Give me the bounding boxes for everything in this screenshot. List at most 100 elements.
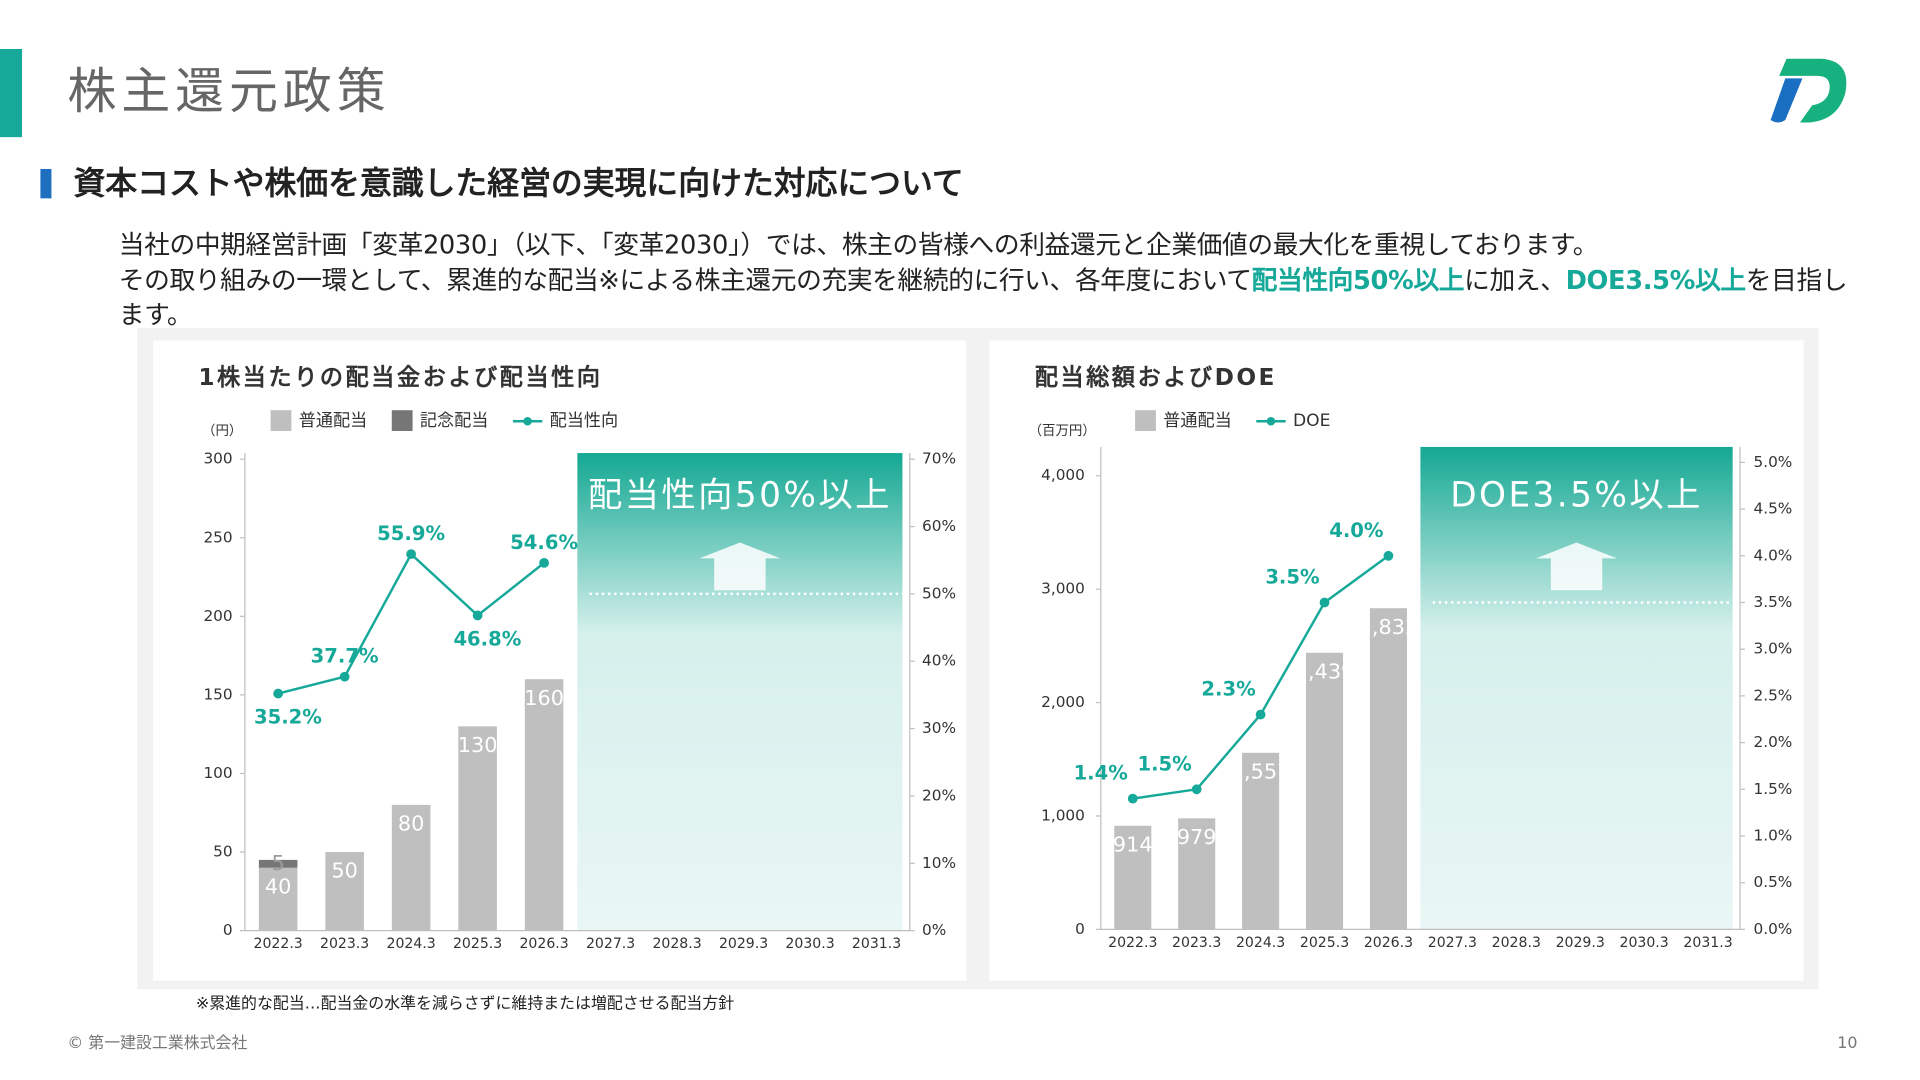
bar xyxy=(1305,652,1344,930)
y-tick-label: 0 xyxy=(223,921,233,939)
y2-tick-label: 20% xyxy=(922,786,956,804)
goal-arrow xyxy=(1536,542,1617,591)
bar xyxy=(1114,825,1152,930)
line-value-label: 3.5% xyxy=(1265,566,1319,589)
page-number: 10 xyxy=(1837,1033,1857,1052)
x-tick-label: 2027.3 xyxy=(586,936,635,952)
bar-value-label: 50 xyxy=(331,859,357,883)
subtitle-marker xyxy=(40,168,52,199)
y2-tick-label: 0% xyxy=(922,921,946,939)
x-tick-label: 2026.3 xyxy=(519,936,568,952)
paragraph: 当社の中期経営計画「変革2030」（以下、「変革2030」）では、株主の皆様への… xyxy=(119,228,1864,263)
line-marker xyxy=(1191,784,1202,795)
legend-label: 普通配当 xyxy=(299,411,367,431)
goal-region xyxy=(1420,446,1733,930)
bar-value-label: 914 xyxy=(1113,832,1153,856)
body-text: 当社の中期経営計画「変革2030」（以下、「変革2030」）では、株主の皆様への… xyxy=(119,228,1864,333)
y-tick-label: 50 xyxy=(213,843,232,861)
bar xyxy=(1369,608,1407,930)
line-value-label: 1.4% xyxy=(1074,762,1128,785)
body-text-segment: 当社の中期経営計画「変革2030」（以下、「変革2030」）では、株主の皆様への… xyxy=(118,230,1599,260)
x-tick-label: 2024.3 xyxy=(1236,935,1285,951)
y-tick-label: 3,000 xyxy=(1041,580,1085,598)
goal-arrow xyxy=(699,542,781,591)
y2-tick-label: 70% xyxy=(922,450,956,468)
x-tick-label: 2028.3 xyxy=(1492,935,1541,951)
title-accent xyxy=(0,48,23,138)
line-value-label: 46.8% xyxy=(453,627,521,650)
line-marker xyxy=(339,671,350,682)
bar-value-label: 40 xyxy=(265,874,291,898)
y-tick-label: 200 xyxy=(203,607,232,625)
x-tick-label: 2029.3 xyxy=(1556,935,1605,951)
y-tick-label: 2,000 xyxy=(1041,693,1085,711)
legend-label: 配当性向 xyxy=(550,411,619,431)
line-marker xyxy=(472,610,483,621)
line-value-label: 2.3% xyxy=(1201,678,1255,701)
line-marker xyxy=(1127,793,1138,804)
body-text-segment: を目指します。 xyxy=(118,265,1848,330)
bar xyxy=(325,852,364,931)
legend-label: DOE xyxy=(1293,411,1331,431)
x-tick-label: 2025.3 xyxy=(1300,935,1349,951)
bar-value-label: 130 xyxy=(458,733,498,757)
y2-tick-label: 0.5% xyxy=(1753,873,1792,891)
y2-tick-label: 4.0% xyxy=(1753,546,1792,564)
chart-title: 配当総額およびDOE xyxy=(1035,364,1277,391)
x-tick-label: 2023.3 xyxy=(1172,935,1221,951)
bar-value-label: 2,439 xyxy=(1295,659,1355,683)
y-tick-label: 4,000 xyxy=(1041,466,1085,484)
x-tick-label: 2024.3 xyxy=(386,936,435,952)
legend-swatch xyxy=(391,410,413,432)
bar xyxy=(258,859,298,868)
y2-tick-label: 3.0% xyxy=(1753,640,1792,658)
chart: 1株当たりの配当金および配当性向 （円） 普通配当 記念配当 配当性向配当性向50%以上… xyxy=(153,340,967,981)
line-marker xyxy=(273,688,284,699)
bar xyxy=(1178,818,1216,930)
bar xyxy=(1242,752,1280,930)
legend-label: 記念配当 xyxy=(420,411,488,431)
bar xyxy=(458,726,497,931)
line-value-label: 35.2% xyxy=(254,706,322,729)
line-marker xyxy=(406,549,417,560)
legend-marker xyxy=(1266,416,1276,426)
subtitle: 資本コストや株価を意識した経営の実現に向けた対応について xyxy=(73,164,963,202)
bar-value-label: 979 xyxy=(1177,825,1217,849)
legend-marker xyxy=(523,416,532,426)
y-axis-unit: （円） xyxy=(202,424,242,439)
x-tick-label: 2030.3 xyxy=(785,936,834,952)
y2-tick-label: 50% xyxy=(922,584,956,602)
bar xyxy=(524,679,564,931)
x-tick-label: 2026.3 xyxy=(1364,935,1413,951)
bar-value-label: 2,832 xyxy=(1359,615,1419,639)
bar xyxy=(258,867,298,931)
x-tick-label: 2031.3 xyxy=(852,936,901,952)
footnote: ※累進的な配当…配当金の水準を減らさずに維持または増配させる配当方針 xyxy=(196,994,734,1013)
x-tick-label: 2022.3 xyxy=(254,936,303,952)
logo xyxy=(1770,58,1847,123)
y-tick-label: 1,000 xyxy=(1041,806,1085,824)
slide-title: 株主還元政策 xyxy=(67,63,390,120)
y-tick-label: 250 xyxy=(203,528,232,546)
bar-value-label: 160 xyxy=(524,686,564,710)
x-tick-label: 2030.3 xyxy=(1619,935,1668,951)
logo-blue xyxy=(1770,78,1803,123)
legend-label: 普通配当 xyxy=(1163,411,1232,431)
y2-tick-label: 1.5% xyxy=(1753,780,1792,798)
line-marker xyxy=(539,558,549,568)
x-tick-label: 2025.3 xyxy=(453,936,502,952)
line-marker xyxy=(1383,550,1394,561)
x-tick-label: 2023.3 xyxy=(320,936,369,952)
legend-swatch xyxy=(270,410,292,432)
goal-annotation: DOE3.5%以上 xyxy=(1450,476,1703,516)
body-container: 当社の中期経営計画「変革2030」（以下、「変革2030」）では、株主の皆様への… xyxy=(119,228,1864,333)
x-tick-label: 2027.3 xyxy=(1428,935,1477,951)
x-tick-label: 2028.3 xyxy=(652,936,701,952)
line-marker xyxy=(1255,709,1266,720)
logo-green xyxy=(1779,58,1847,123)
y2-tick-label: 3.5% xyxy=(1753,593,1792,611)
y2-tick-label: 5.0% xyxy=(1753,453,1792,471)
y-tick-label: 150 xyxy=(203,685,232,703)
chart: 配当総額およびDOE （百万円） 普通配当 DOE DOE3.5%以上 0 1,000 2,0… xyxy=(989,340,1804,981)
